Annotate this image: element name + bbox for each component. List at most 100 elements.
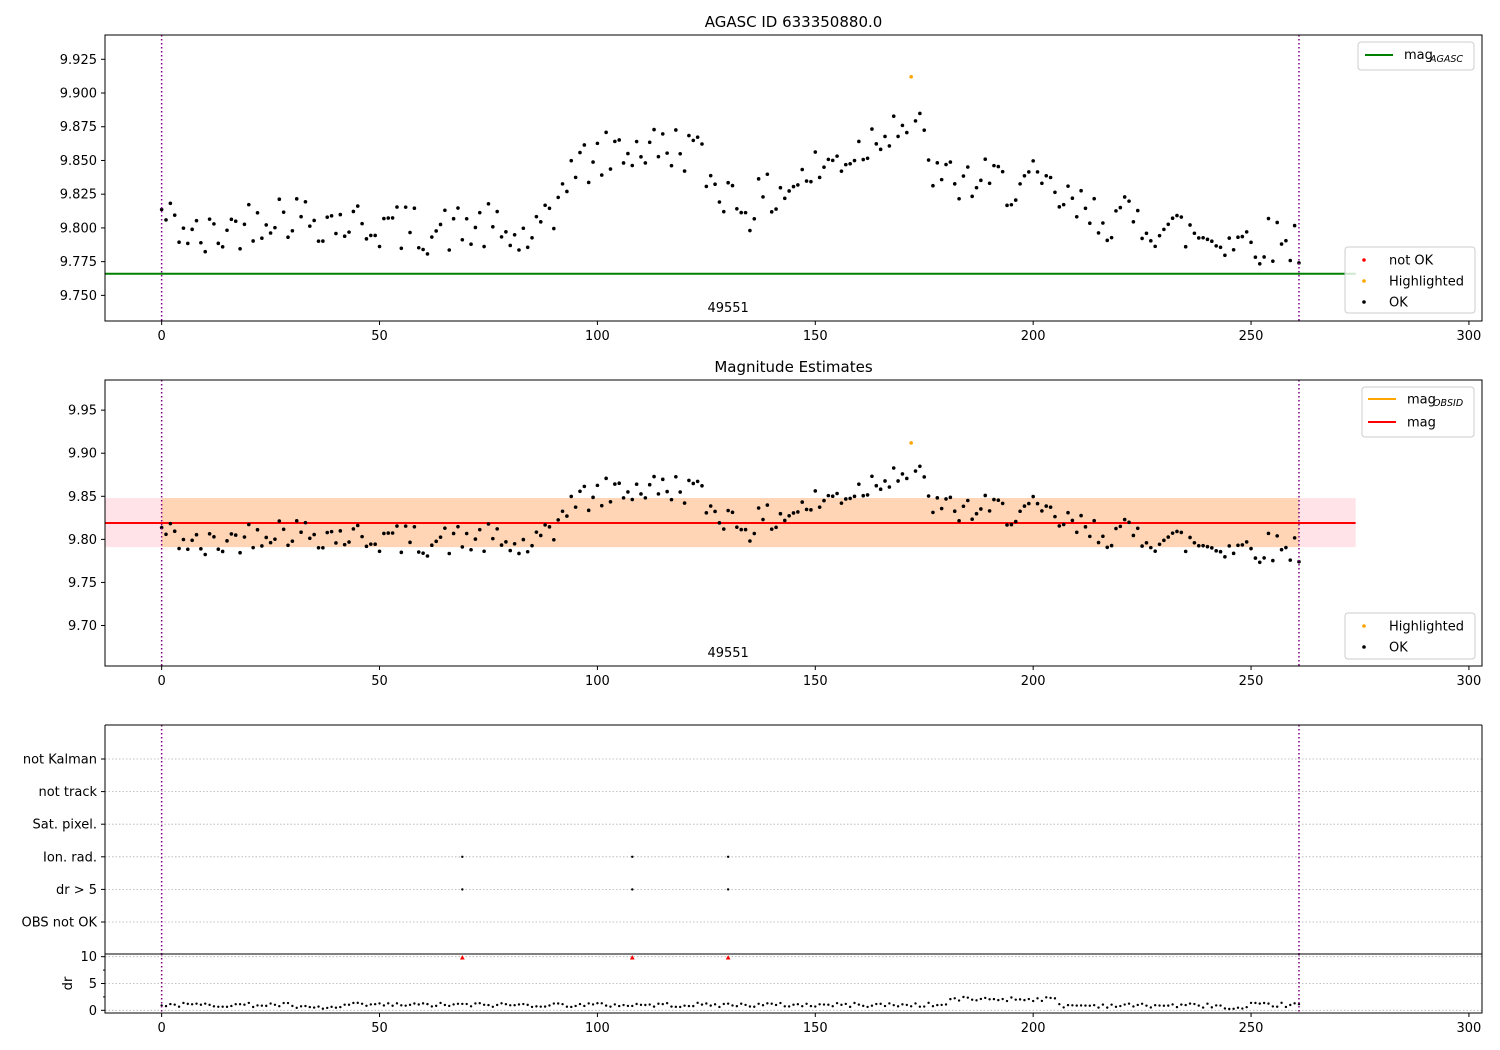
- dr-point: [905, 1003, 908, 1007]
- ok-point: [857, 482, 861, 486]
- ok-point: [660, 132, 665, 136]
- ok-point: [682, 501, 687, 505]
- ok-point: [804, 507, 809, 512]
- ok-point: [369, 233, 373, 238]
- ok-point: [1018, 509, 1022, 514]
- dr-point: [217, 1005, 220, 1008]
- ok-point: [504, 230, 508, 234]
- ok-point: [386, 216, 391, 220]
- ok-point: [813, 489, 818, 493]
- ok-point: [608, 167, 613, 171]
- ok-point: [534, 530, 539, 534]
- ok-point: [922, 128, 927, 132]
- ok-point: [848, 496, 852, 501]
- dr-point: [1280, 1001, 1283, 1005]
- ok-point: [617, 138, 621, 142]
- dr-point: [975, 999, 978, 1002]
- dr-point: [1184, 1003, 1187, 1007]
- legend-frame: [1344, 612, 1476, 660]
- ok-point: [1114, 526, 1118, 531]
- dr-outlier-marker: [629, 955, 635, 960]
- dr-point: [487, 1003, 490, 1007]
- ok-point: [944, 162, 948, 167]
- dr-point: [526, 1003, 529, 1007]
- dr-point: [953, 997, 956, 1000]
- ok-point: [538, 220, 543, 224]
- ok-point: [1035, 501, 1040, 506]
- ok-point: [730, 183, 735, 188]
- ok-point: [1162, 538, 1166, 543]
- dr-point: [683, 1004, 686, 1007]
- dr-point: [809, 1004, 813, 1008]
- ok-point: [630, 497, 635, 502]
- dr-point: [1110, 1003, 1113, 1006]
- ok-point: [948, 495, 953, 500]
- ok-point: [1122, 517, 1127, 522]
- dr-point: [583, 1004, 586, 1008]
- dr-point: [705, 1002, 708, 1005]
- ok-point: [338, 212, 343, 217]
- ok-point: [1157, 542, 1162, 547]
- ok-point: [674, 128, 678, 132]
- ok-point: [190, 227, 194, 232]
- ok-point: [268, 231, 273, 235]
- ok-point: [530, 235, 534, 240]
- ok-point: [1214, 549, 1218, 553]
- dr-point: [631, 1004, 634, 1008]
- ok-point: [752, 217, 757, 221]
- ok-point: [878, 487, 883, 491]
- ok-point: [469, 547, 473, 552]
- dr-point: [230, 1004, 233, 1008]
- ok-point: [870, 127, 874, 131]
- ok-point: [1057, 524, 1062, 528]
- ok-point: [1275, 534, 1279, 538]
- ok-point: [1135, 208, 1140, 213]
- ok-point: [774, 207, 778, 211]
- ok-point: [552, 226, 556, 231]
- ok-point: [1157, 233, 1162, 238]
- dr-point: [1219, 1004, 1222, 1007]
- x-tick-label: 100: [585, 329, 610, 344]
- dr-point: [635, 1002, 638, 1006]
- dr-point: [909, 1005, 913, 1008]
- dr-point: [792, 1003, 795, 1006]
- ok-point: [1210, 546, 1214, 550]
- ok-point: [260, 236, 264, 240]
- ok-point: [1227, 544, 1232, 548]
- ok-point: [355, 523, 360, 528]
- dr-point: [1254, 1001, 1257, 1005]
- dr-point: [400, 1004, 403, 1007]
- dr-point: [1062, 1006, 1065, 1009]
- ok-point: [569, 494, 574, 499]
- dr-point: [835, 1001, 839, 1005]
- x-tick-label: 300: [1457, 674, 1482, 689]
- dr-point: [888, 1002, 891, 1005]
- ok-point: [1066, 184, 1070, 188]
- y-tick-label: 9.825: [60, 188, 97, 203]
- ok-point: [199, 240, 203, 245]
- dr-point: [199, 1003, 203, 1006]
- dr-point: [456, 1002, 460, 1005]
- ok-point: [822, 498, 826, 503]
- x-tick-label: 300: [1457, 1021, 1482, 1036]
- ok-point: [996, 164, 1001, 169]
- ok-point: [634, 482, 639, 487]
- ok-point: [512, 233, 517, 237]
- ok-point: [1288, 558, 1293, 562]
- ok-point: [1292, 536, 1297, 540]
- ok-point: [264, 223, 269, 227]
- ok-point: [939, 177, 944, 182]
- flag-point: [726, 888, 730, 891]
- ok-point: [334, 231, 338, 236]
- x-tick-label: 150: [803, 1021, 828, 1036]
- dr-point: [543, 1005, 547, 1008]
- dr-point: [853, 1001, 856, 1005]
- y-tick-label: 9.925: [60, 53, 97, 68]
- dr-point: [578, 1002, 582, 1006]
- ok-point: [704, 511, 709, 515]
- ok-point: [1140, 236, 1144, 241]
- ok-point: [430, 543, 434, 547]
- ok-point: [1027, 501, 1031, 506]
- legend-label: not OK: [1389, 254, 1434, 269]
- ok-point: [874, 142, 879, 146]
